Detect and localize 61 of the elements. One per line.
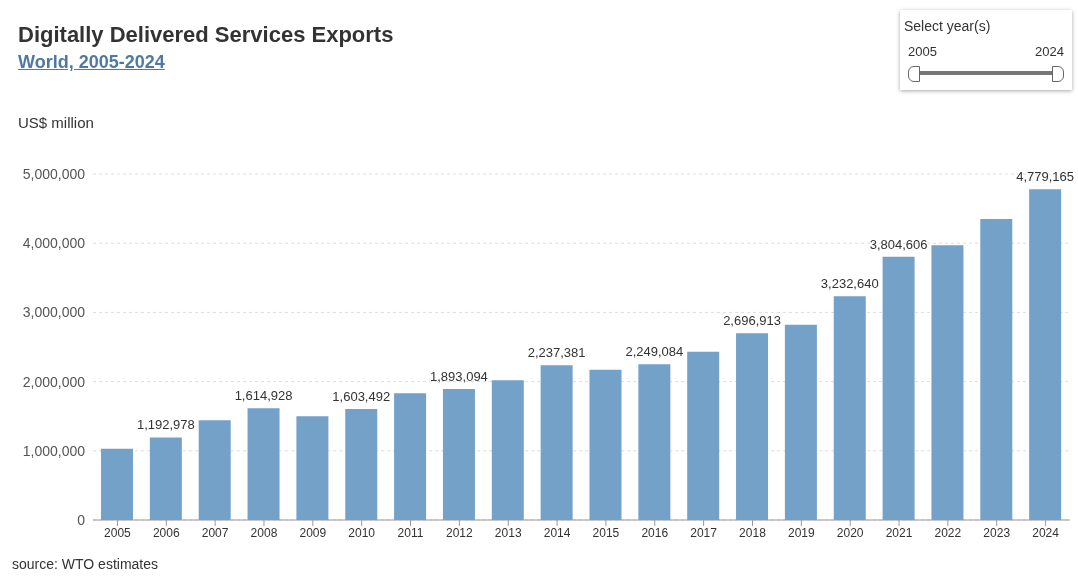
bar — [736, 333, 769, 520]
data-label: 4,779,165 — [1016, 169, 1075, 185]
bar — [345, 409, 378, 520]
y-tick-label: 2,000,000 — [22, 373, 86, 390]
bar — [784, 324, 817, 520]
bar — [442, 389, 475, 520]
bar — [101, 448, 133, 520]
bar — [1029, 189, 1062, 520]
y-tick-label: 0 — [77, 511, 86, 528]
data-label: 2,237,381 — [527, 345, 586, 361]
chart-subtitle: World, 2005-2024 — [18, 52, 165, 73]
x-tick-label: 2011 — [397, 525, 424, 540]
x-tick-label: 2020 — [836, 525, 864, 540]
y-tick-label: 1,000,000 — [22, 442, 86, 459]
x-tick-label: 2018 — [739, 525, 767, 540]
bar — [687, 351, 720, 520]
bar — [491, 380, 524, 520]
source-note: source: WTO estimates — [12, 556, 159, 572]
x-tick-label: 2014 — [543, 525, 571, 540]
bar — [296, 416, 329, 520]
data-label: 1,603,492 — [332, 389, 391, 405]
data-label: 3,804,606 — [869, 236, 928, 252]
x-tick-label: 2008 — [250, 525, 278, 540]
x-tick-label: 2006 — [152, 525, 180, 540]
data-label: 2,249,084 — [625, 344, 684, 360]
bar — [931, 245, 964, 520]
x-tick-label: 2017 — [690, 525, 718, 540]
bar — [394, 393, 427, 520]
bar — [589, 369, 622, 520]
x-tick-label: 2012 — [446, 525, 474, 540]
bar — [198, 420, 231, 520]
data-label: 1,893,094 — [430, 369, 488, 384]
x-tick-label: 2022 — [934, 525, 962, 540]
x-tick-label: 2010 — [348, 525, 376, 540]
x-tick-label: 2007 — [201, 525, 229, 540]
chart-title: Digitally Delivered Services Exports — [18, 22, 394, 48]
data-label: 1,614,928 — [234, 388, 293, 404]
x-tick-label: 2015 — [592, 525, 620, 540]
bar — [833, 296, 866, 520]
x-tick-label: 2021 — [885, 525, 913, 540]
data-label: 1,192,978 — [136, 417, 195, 433]
bar — [882, 256, 915, 520]
bar — [540, 365, 573, 520]
bar — [247, 408, 280, 520]
y-tick-label: 3,000,000 — [22, 304, 86, 321]
x-tick-label: 2019 — [787, 525, 815, 540]
y-tick-label: 4,000,000 — [22, 235, 86, 252]
data-label: 2,696,913 — [723, 313, 781, 329]
data-label: 3,232,640 — [820, 276, 879, 292]
x-tick-label: 2023 — [983, 525, 1011, 540]
x-tick-label: 2005 — [104, 525, 132, 540]
x-tick-label: 2016 — [641, 525, 669, 540]
y-axis-title: US$ million — [18, 114, 94, 131]
x-tick-label: 2013 — [494, 525, 522, 540]
bar — [149, 437, 182, 520]
year-slider: Select year(s) 2005 2024 — [900, 10, 1072, 90]
x-tick-label: 2009 — [299, 525, 327, 540]
x-tick-label: 2024 — [1032, 525, 1060, 540]
bar — [638, 364, 671, 520]
y-tick-label: 5,000,000 — [22, 165, 86, 182]
bar — [980, 218, 1013, 520]
